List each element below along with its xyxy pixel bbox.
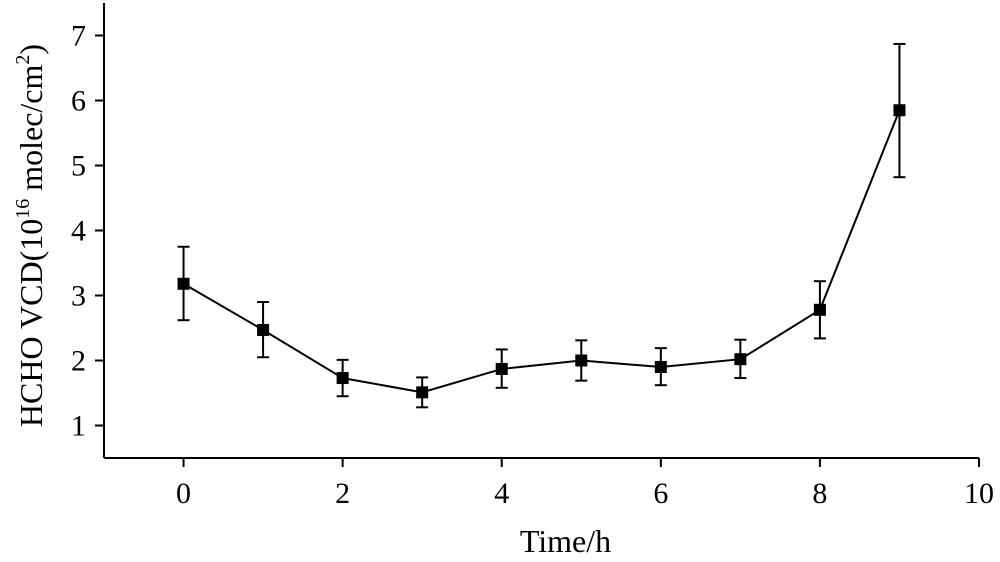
data-point <box>734 353 747 366</box>
y-tick-label: 4 <box>71 215 86 248</box>
y-axis-title-prefix: HCHO VCD(10 <box>13 219 49 427</box>
y-tick-label: 2 <box>71 345 86 378</box>
y-axis-title: HCHO VCD(1016 molec/cm2) <box>12 44 49 427</box>
x-axis-title: Time/h <box>520 523 611 559</box>
data-point <box>893 104 906 117</box>
series-line <box>183 109 901 394</box>
y-axis-title-suffix: ) <box>13 44 49 55</box>
data-point <box>416 386 429 399</box>
x-tick-label: 2 <box>335 477 350 510</box>
y-tick-label: 3 <box>71 280 86 313</box>
data-point <box>495 362 508 375</box>
data-series <box>177 42 906 409</box>
data-point <box>257 323 270 336</box>
y-axis-title-exponent-1: 16 <box>12 199 34 219</box>
x-tick-label: 8 <box>812 477 827 510</box>
data-point <box>813 303 826 316</box>
data-point <box>336 372 349 385</box>
x-tick-label: 6 <box>653 477 668 510</box>
y-axis-title-exponent-2: 2 <box>12 55 34 65</box>
axes <box>103 3 979 459</box>
x-tick-label: 4 <box>494 477 509 510</box>
data-point <box>654 361 667 373</box>
data-point <box>177 277 190 290</box>
y-tick-label: 5 <box>71 150 86 183</box>
y-tick-label: 7 <box>71 20 86 53</box>
y-axis-title-middle: molec/cm <box>13 64 49 198</box>
y-tick-label: 6 <box>71 85 86 118</box>
y-tick-label: 1 <box>71 410 86 443</box>
data-point <box>575 354 588 367</box>
x-tick-label: 10 <box>964 477 994 510</box>
x-tick-label: 0 <box>176 477 191 510</box>
